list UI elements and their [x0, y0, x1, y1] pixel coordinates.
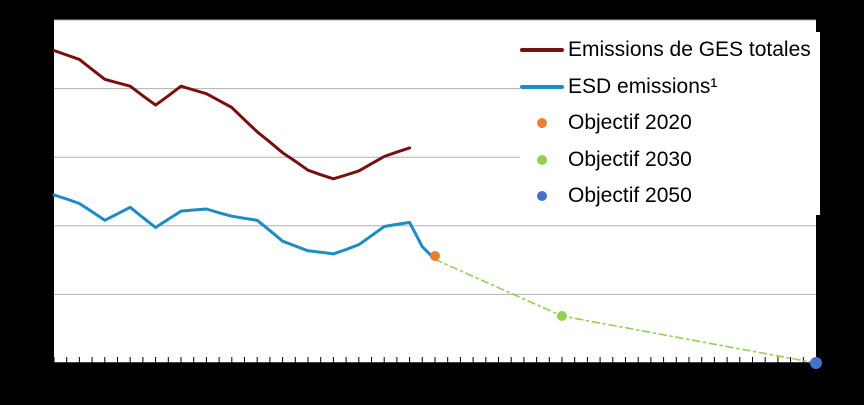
legend-item: Objectif 2030 [520, 142, 820, 179]
legend-line-icon [520, 48, 564, 53]
x-axis [53, 357, 817, 364]
target-markers [430, 250, 822, 369]
legend-dot-icon [537, 154, 547, 165]
target-point-4 [810, 357, 822, 369]
legend-label: Objectif 2030 [568, 147, 692, 171]
legend: Emissions de GES totales ESD emissions¹ Ob… [520, 32, 820, 215]
legend-line-icon [520, 84, 564, 89]
legend-label: Objectif 2020 [568, 111, 692, 135]
series-line-1 [52, 193, 437, 261]
legend-label: ESD emissions¹ [568, 74, 718, 98]
legend-swatch [520, 77, 564, 97]
legend-item: Emissions de GES totales [520, 32, 820, 69]
legend-item: Objectif 2020 [520, 105, 820, 142]
target-point-3 [557, 311, 567, 322]
legend-label: Objectif 2050 [568, 184, 692, 208]
target-point-2 [430, 250, 440, 261]
legend-item: ESD emissions¹ [520, 69, 820, 106]
legend-dot-icon [537, 118, 547, 129]
legend-label: Emissions de GES totales [568, 38, 811, 62]
legend-swatch [520, 113, 564, 133]
legend-item: Objectif 2050 [520, 178, 820, 215]
legend-swatch [520, 186, 564, 206]
legend-dot-icon [537, 191, 547, 202]
series-line-0 [52, 49, 412, 181]
legend-swatch [520, 150, 564, 170]
legend-swatch [520, 40, 564, 60]
